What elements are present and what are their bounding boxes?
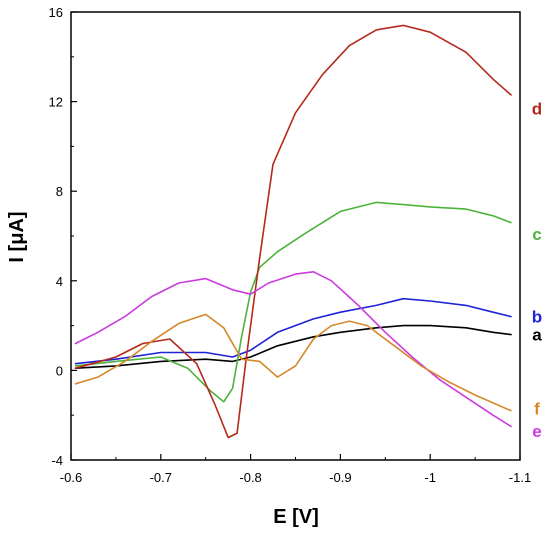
series-line-f (74, 313, 512, 412)
y-tick-label: 8 (56, 184, 63, 199)
series-label-e: e (532, 422, 541, 441)
x-tick-label: -0.9 (329, 470, 351, 485)
series-label-b: b (532, 308, 542, 327)
series-layer: ab c d ef (74, 24, 542, 441)
x-tick-label: -0.7 (150, 470, 172, 485)
series-label-c: c (532, 225, 541, 244)
y-tick-label: 4 (56, 274, 63, 289)
x-tick-label: -0.6 (60, 470, 82, 485)
series-line-c (74, 201, 512, 403)
y-tick-label: 16 (49, 5, 63, 20)
y-axis-title: I [μA] (6, 211, 28, 262)
series-label-a: a (532, 326, 542, 345)
series-line-e (74, 271, 512, 428)
x-axis-title: E [V] (273, 506, 319, 528)
series-label-f: f (534, 399, 540, 418)
x-tick-label: -1.1 (509, 470, 531, 485)
y-tick-label: 12 (49, 95, 63, 110)
axes-layer: -0.6 -0.7 -0.8 -0.9 -1 -1.1 -4 0 4 8 12 16 (49, 5, 532, 485)
x-tick-label: -1 (424, 470, 436, 485)
series-label-d: d (532, 99, 542, 118)
y-tick-label: -4 (51, 453, 63, 468)
x-tick-label: -0.8 (239, 470, 261, 485)
series-line-a (74, 324, 512, 369)
y-tick-label: 0 (56, 363, 63, 378)
series-line-b (74, 297, 512, 365)
plot-frame (70, 11, 521, 461)
series-line-d (74, 24, 512, 439)
